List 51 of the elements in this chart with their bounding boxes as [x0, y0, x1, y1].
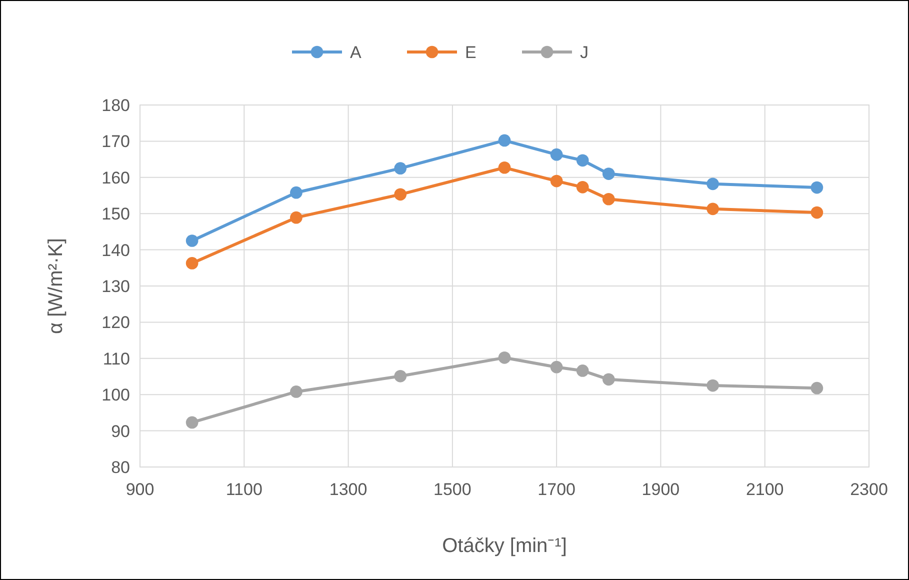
x-tick-label: 1900 [642, 480, 680, 499]
point [186, 234, 198, 247]
x-tick-label: 900 [126, 480, 154, 499]
point [550, 174, 563, 188]
point [810, 382, 824, 394]
point [186, 416, 198, 429]
point [602, 192, 615, 206]
y-tick-label: 90 [111, 422, 130, 441]
point [550, 148, 563, 161]
point [498, 352, 511, 364]
y-tick-label: 100 [102, 386, 130, 405]
point [394, 188, 407, 201]
legend-label: A [350, 42, 362, 62]
x-tick-label: 2300 [850, 480, 888, 499]
point [810, 181, 824, 194]
point [498, 161, 511, 174]
legend-label: E [465, 42, 476, 62]
point [706, 379, 719, 392]
y-tick-label: 170 [102, 132, 130, 152]
y-tick-label: 110 [102, 349, 130, 368]
point [576, 364, 589, 377]
point [602, 168, 615, 180]
point [394, 162, 407, 175]
point [290, 211, 302, 224]
legend-label: J [580, 42, 588, 62]
x-tick-label: 2100 [746, 480, 784, 499]
y-tick-label: 130 [102, 276, 130, 296]
point [290, 386, 302, 398]
point [498, 134, 511, 147]
point [810, 206, 824, 219]
point [706, 178, 719, 190]
x-tick-label: 1500 [434, 480, 472, 499]
point [602, 373, 615, 386]
y-tick-label: 120 [102, 313, 130, 332]
point [706, 202, 719, 216]
point [576, 181, 589, 194]
y-tick-label: 140 [102, 240, 130, 260]
point [186, 257, 198, 270]
point [394, 370, 407, 382]
y-tick-label: 150 [102, 204, 130, 224]
x-tick-label: 1300 [329, 480, 368, 499]
y-tick-label: 80 [111, 458, 130, 477]
y-tick-label: 160 [102, 168, 130, 188]
point [576, 154, 589, 167]
y-tick-label: 180 [102, 96, 130, 115]
x-tick-label: 1100 [226, 480, 262, 499]
x-tick-label: 1700 [538, 480, 576, 499]
point [290, 186, 302, 199]
y-axis-title: α [W/m²·K] [45, 238, 67, 334]
x-axis-title: Otáčky [min⁻¹] [442, 535, 567, 557]
point [550, 360, 563, 374]
